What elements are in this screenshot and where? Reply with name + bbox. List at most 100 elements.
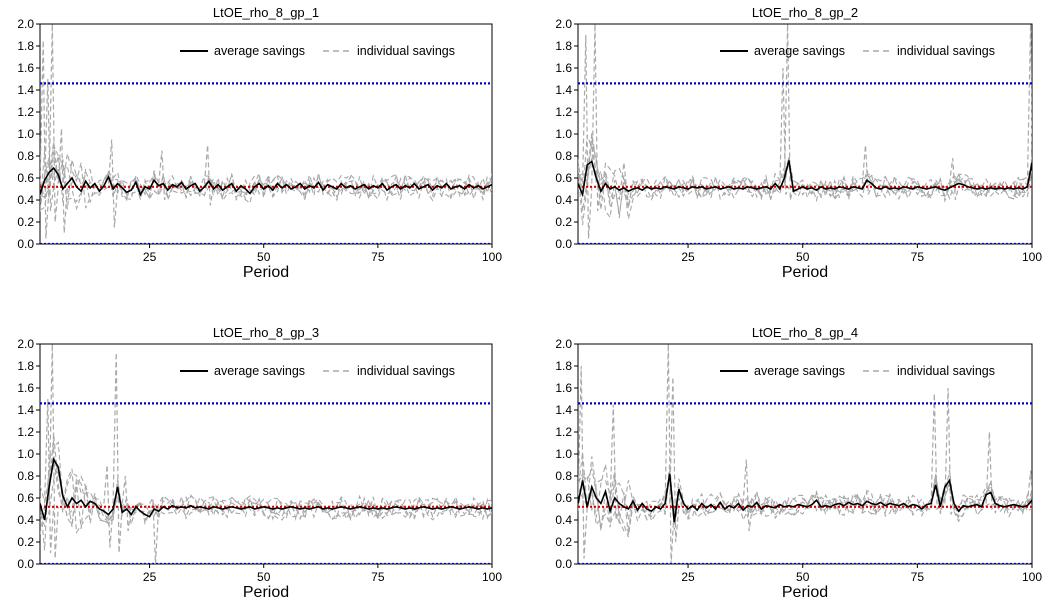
x-tick-label: 25 [681,250,695,264]
average-savings-line [40,457,492,521]
chart-title: LtOE_rho_8_gp_3 [213,325,319,340]
individual-savings-spike [985,431,996,511]
y-tick-label: 2.0 [17,337,34,351]
y-tick-label: 0.0 [17,237,34,251]
average-savings-line [40,166,492,197]
individual-savings-line [578,140,1032,207]
y-tick-label: 0.4 [555,513,572,527]
x-tick-label: 75 [371,570,385,584]
y-tick-label: 0.8 [555,469,572,483]
individual-savings-spike [112,352,123,554]
individual-savings-line [578,134,1032,226]
chart-title: LtOE_rho_8_gp_1 [213,5,319,20]
individual-savings-line [578,133,1032,220]
individual-savings-spike [1026,470,1032,504]
x-tick-label: 75 [911,570,925,584]
chart-title: LtOE_rho_8_gp_2 [752,5,858,20]
x-tick-label: 25 [681,570,695,584]
plot-area [40,344,492,564]
chart-panel-4: LtOE_rho_8_gp_4 0.0 0.2 0.4 0.6 0.8 1.0 1.2 1.4 1… [555,325,1042,601]
y-tick-label: 0.6 [555,171,572,185]
x-tick-label: 25 [143,570,157,584]
individual-savings-line [578,452,1032,532]
y-tick-label: 1.4 [555,403,572,417]
x-tick-label: 75 [911,250,925,264]
individual-savings-spike [103,464,114,548]
individual-savings-spike [578,365,588,559]
individual-savings-line [578,456,1032,538]
chart-panel-1: LtOE_rho_8_gp_1 0.0 0.2 0.4 0.6 0.8 1.0 1.2 1.4 1… [17,5,502,281]
y-tick-label: 1.0 [17,447,34,461]
chart-panel-3: LtOE_rho_8_gp_3 0.0 0.2 0.4 0.6 0.8 1.0 1.2 1.4 1… [17,325,502,601]
individual-savings-spike [40,40,50,239]
y-tick-label: 1.2 [17,425,34,439]
x-tick-label: 100 [1022,250,1042,264]
y-tick-label: 1.8 [17,359,34,373]
individual-savings-line [40,141,492,211]
individual-savings-line [40,440,492,551]
x-tick-label: 50 [257,570,271,584]
y-tick-label: 2.0 [555,337,572,351]
x-tick-label: 25 [143,250,157,264]
y-tick-label: 0.6 [555,491,572,505]
legend-average-label: average savings [754,364,845,378]
y-tick-label: 1.0 [17,127,34,141]
legend-individual-label: individual savings [357,364,455,378]
y-tick-label: 0.2 [555,215,572,229]
individual-savings-spike [57,128,68,234]
y-tick-label: 1.0 [555,447,572,461]
individual-savings-line [40,433,492,535]
individual-savings-spike [742,459,753,532]
plot-area [40,24,492,244]
y-tick-label: 1.0 [555,127,572,141]
x-tick-label: 50 [796,570,810,584]
individual-savings-spike [149,495,160,564]
x-tick-label: 50 [796,250,810,264]
y-tick-label: 0.0 [555,557,572,571]
y-tick-label: 1.8 [555,39,572,53]
y-tick-label: 1.6 [555,381,572,395]
legend: average savings individual savings [720,364,995,378]
individual-savings-spike [664,344,675,564]
individual-savings-line [578,466,1032,529]
y-tick-label: 0.8 [17,469,34,483]
x-axis-label: Period [243,584,289,601]
plot-area [578,344,1032,564]
y-tick-label: 0.6 [17,171,34,185]
individual-savings-spike [48,24,59,223]
individual-savings-spike [44,398,55,554]
chart-panel-2: LtOE_rho_8_gp_2 0.0 0.2 0.4 0.6 0.8 1.0 1.2 1.4 1… [555,5,1042,281]
x-tick-label: 50 [257,250,271,264]
x-tick-label: 100 [1022,570,1042,584]
legend: average savings individual savings [720,44,995,58]
legend-average-label: average savings [214,364,305,378]
average-savings-line [578,473,1032,523]
y-tick-label: 2.0 [17,17,34,31]
y-tick-label: 0.2 [17,535,34,549]
x-axis-label: Period [782,584,828,601]
plot-area [578,24,1032,244]
y-tick-label: 0.0 [555,237,572,251]
y-tick-label: 1.6 [555,61,572,75]
individual-savings-spike [948,158,960,201]
x-axis-label: Period [782,264,828,281]
legend-individual-label: individual savings [897,44,995,58]
y-tick-label: 1.6 [17,61,34,75]
individual-savings-spike [48,344,59,559]
individual-savings-spike [582,34,593,239]
y-tick-label: 1.2 [17,105,34,119]
x-tick-label: 100 [482,250,502,264]
y-tick-label: 0.8 [555,149,572,163]
chart-title: LtOE_rho_8_gp_4 [752,325,858,340]
legend: average savings individual savings [180,44,455,58]
x-tick-label: 75 [371,250,385,264]
y-tick-label: 1.4 [17,403,34,417]
legend-average-label: average savings [214,44,305,58]
y-tick-label: 1.8 [555,359,572,373]
y-tick-label: 0.2 [555,535,572,549]
y-tick-label: 0.2 [17,215,34,229]
individual-savings-line [40,157,492,212]
individual-savings-line [578,134,1032,210]
x-axis-label: Period [243,264,289,281]
